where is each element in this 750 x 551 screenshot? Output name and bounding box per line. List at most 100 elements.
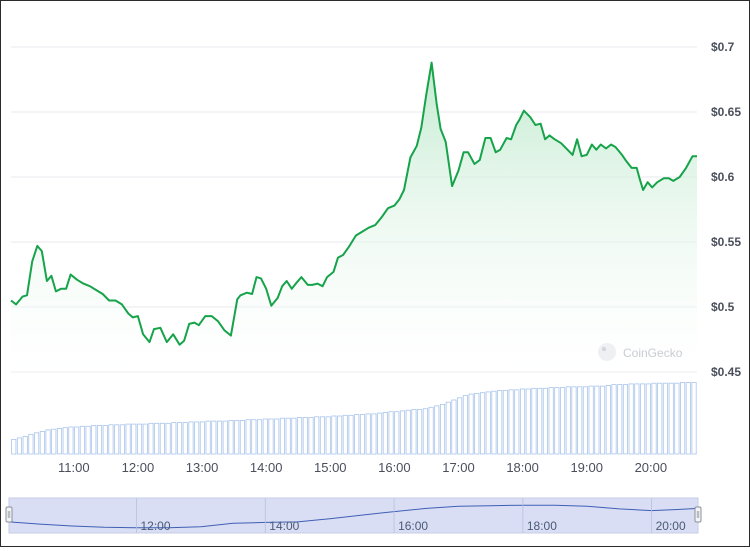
y-axis-labels: $0.7 $0.65 $0.6 $0.55 $0.5 $0.45	[711, 40, 741, 379]
volume-bar	[365, 413, 371, 455]
volume-bar	[314, 416, 320, 455]
watermark-text: CoinGecko	[623, 346, 683, 360]
coingecko-logo-icon	[598, 343, 616, 361]
volume-bar	[651, 382, 657, 455]
price-line	[10, 61, 697, 346]
volume-bar	[405, 409, 411, 455]
volume-bar	[148, 422, 154, 455]
volume-bar	[16, 437, 23, 455]
volume-bar	[171, 422, 177, 455]
x-tick-label: 12:00	[122, 460, 155, 475]
volume-bar	[22, 436, 28, 455]
volume-bar	[239, 419, 245, 455]
volume-bar	[268, 418, 274, 455]
navigator-tick-label: 16:00	[398, 519, 428, 533]
volume-bar	[422, 408, 428, 455]
volume-bar	[96, 425, 103, 455]
volume-bar	[485, 391, 491, 455]
navigator-tick-label: 20:00	[656, 519, 686, 533]
volume-bar	[325, 416, 331, 455]
range-navigator[interactable]: 12:00 14:00 16:00 18:00 20:00	[5, 497, 702, 534]
volume-bar	[79, 425, 85, 455]
navigator-series-line	[8, 504, 699, 529]
volume-bar	[228, 419, 234, 455]
volume-bar	[468, 393, 474, 455]
volume-bar	[428, 406, 434, 455]
volume-bar	[594, 385, 600, 455]
volume-bar	[205, 420, 211, 455]
volume-bar	[297, 417, 303, 455]
volume-bar	[319, 416, 326, 455]
navigator-right-handle[interactable]	[694, 506, 702, 523]
volume-bar	[102, 425, 108, 455]
volume-bar	[108, 424, 114, 455]
volume-bar	[285, 417, 291, 455]
volume-bar	[331, 415, 337, 455]
volume-bar	[645, 383, 651, 455]
x-tick-label: 11:00	[58, 460, 90, 475]
navigator-left-handle[interactable]	[5, 506, 13, 523]
volume-bar	[611, 384, 617, 455]
volume-bar	[194, 421, 200, 455]
volume-bar	[39, 430, 45, 455]
volume-bar	[154, 422, 160, 455]
volume-bar	[462, 395, 468, 455]
volume-bar	[279, 417, 285, 455]
volume-bar	[399, 410, 406, 455]
volume-bar	[548, 387, 554, 455]
volume-bar	[657, 382, 663, 455]
volume-bar	[245, 419, 251, 455]
volume-bar	[188, 421, 194, 455]
volume-bar	[28, 433, 34, 455]
volume-bar	[600, 385, 606, 455]
volume-bar	[45, 429, 51, 455]
volume-bar	[159, 422, 165, 455]
volume-bar	[199, 421, 205, 455]
volume-bar	[51, 428, 57, 455]
volume-bar	[371, 413, 377, 455]
volume-bar	[211, 420, 217, 455]
volume-bar	[445, 401, 451, 455]
volume-bar	[34, 432, 40, 455]
volume-bar	[388, 411, 394, 455]
y-tick-label: $0.6	[711, 170, 735, 184]
volume-bar	[434, 405, 440, 455]
volume-bar	[628, 383, 634, 455]
volume-bar	[577, 386, 583, 455]
volume-bar	[622, 384, 629, 455]
volume-bar	[394, 411, 400, 455]
volume-bar	[605, 384, 611, 455]
volume-bar	[634, 383, 640, 455]
volume-bar	[502, 390, 508, 455]
volume-bar	[348, 414, 354, 455]
volume-bar	[674, 382, 680, 455]
volume-bar	[668, 382, 674, 455]
volume-bar	[588, 385, 594, 455]
volume-bar	[257, 419, 263, 455]
volume-bar	[165, 422, 171, 455]
volume-bar	[342, 414, 348, 455]
volume-bar	[491, 390, 497, 455]
volume-bar	[142, 423, 148, 455]
navigator-tick-label: 14:00	[269, 519, 299, 533]
x-tick-label: 13:00	[186, 460, 219, 475]
volume-bar	[176, 422, 183, 455]
price-series-line	[10, 61, 697, 346]
x-tick-label: 20:00	[635, 460, 668, 475]
volume-bar	[560, 387, 566, 455]
volume-bar	[662, 382, 669, 455]
volume-bar	[119, 424, 125, 455]
volume-bar	[554, 387, 560, 455]
volume-bar	[542, 387, 548, 455]
volume-bar	[451, 399, 457, 455]
volume-bar	[514, 389, 520, 455]
x-tick-label: 17:00	[442, 460, 475, 475]
volume-bar	[417, 409, 423, 455]
volume-bar	[308, 417, 314, 455]
volume-bar	[56, 427, 63, 455]
volume-bar	[74, 426, 80, 455]
price-area	[11, 62, 697, 373]
volume-bar	[457, 397, 463, 455]
volume-bar	[68, 426, 74, 455]
